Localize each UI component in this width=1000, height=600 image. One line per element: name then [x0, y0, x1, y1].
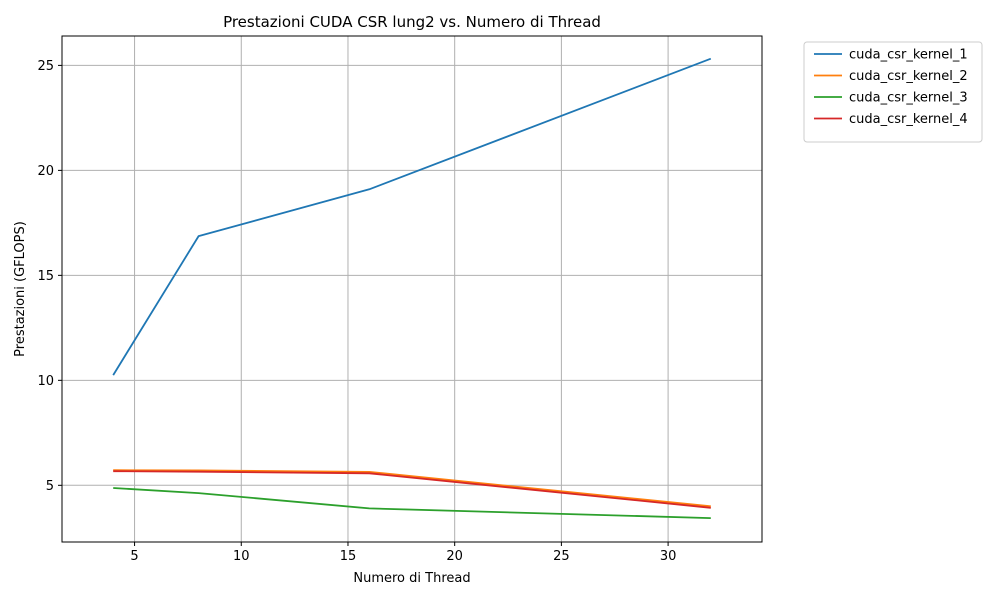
series-line-cuda_csr_kernel_1 — [112, 57, 712, 376]
series-line-cuda_csr_kernel_2 — [113, 469, 711, 508]
plot-frame — [61, 35, 763, 543]
chart-title: Prestazioni CUDA CSR lung2 vs. Numero di… — [223, 13, 601, 31]
legend: cuda_csr_kernel_1 cuda_csr_kernel_2 cuda_c… — [803, 41, 983, 143]
x-tick-label: 10 — [233, 549, 250, 564]
grid — [62, 36, 762, 542]
x-tick-label: 15 — [340, 549, 357, 564]
y-tick-label: 10 — [37, 374, 54, 389]
y-tick-label: 20 — [37, 164, 54, 179]
y-tick-label: 25 — [37, 59, 54, 74]
legend-label: cuda_csr_kernel_3 — [849, 91, 968, 106]
y-tick-label: 15 — [37, 269, 54, 284]
series-group — [112, 57, 712, 519]
y-axis-label: Prestazioni (GFLOPS) — [13, 221, 28, 357]
legend-label: cuda_csr_kernel_4 — [849, 112, 968, 127]
x-tick-label: 30 — [660, 549, 677, 564]
series-line-cuda_csr_kernel_4 — [113, 470, 711, 509]
legend-label: cuda_csr_kernel_1 — [849, 48, 968, 63]
x-tick-label: 25 — [553, 549, 570, 564]
x-tick-label: 5 — [130, 549, 138, 564]
axis-ticks: 5 10 15 20 25 30 5 10 15 20 25 — [37, 59, 676, 564]
legend-label: cuda_csr_kernel_2 — [849, 69, 968, 84]
legend-frame — [803, 41, 983, 143]
y-tick-label: 5 — [46, 479, 54, 494]
x-axis-label: Numero di Thread — [353, 571, 470, 586]
series-line-cuda_csr_kernel_3 — [113, 487, 711, 519]
x-tick-label: 20 — [446, 549, 463, 564]
